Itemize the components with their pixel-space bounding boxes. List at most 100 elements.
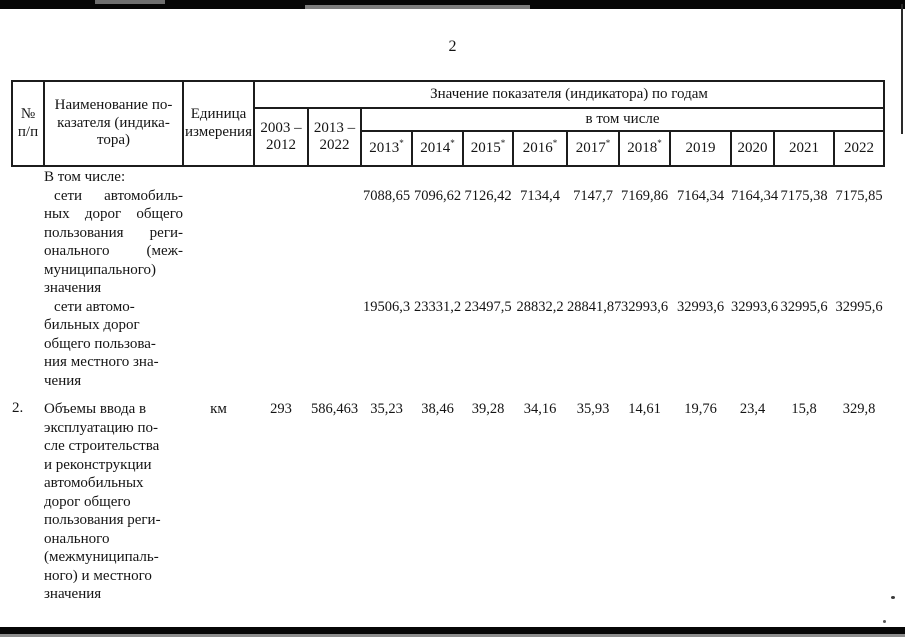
header-cell-year-2017: 2017* — [566, 130, 620, 167]
footnote-asterisk: * — [657, 137, 662, 148]
header-cell-year-2013: 2013* — [360, 130, 413, 167]
name-line: ного) и местного — [44, 567, 152, 584]
header-cell-number: № п/п — [11, 80, 45, 167]
header-cell-year-2021: 2021 — [773, 130, 835, 167]
header-line: Наименование по- — [54, 97, 173, 114]
year-label: 2017 — [575, 139, 606, 156]
empty-cell — [183, 187, 254, 298]
value-cell-2016: 28832,2 — [516, 298, 564, 315]
name-line: сле строительства — [44, 438, 160, 454]
header-line: измерения — [184, 123, 252, 140]
value-cell-2014: 23331,2 — [413, 298, 462, 315]
year-label: 2013 — [369, 139, 400, 156]
header-cell-including: в том числе — [359, 107, 886, 132]
row-number-cell: 2. — [12, 400, 24, 416]
value-cell-2015: 7126,42 — [464, 187, 512, 204]
including-label-cell: В том числе: — [44, 168, 183, 187]
header-line: п/п — [17, 123, 39, 140]
table-row-commissioning-volumes: 2. Объемы ввода в эксплуатацию по- сле с… — [12, 390, 884, 604]
header-cell-year-2018: 2018* — [618, 130, 671, 167]
year-label: 2019 — [685, 139, 716, 156]
name-line: онального (меж- — [44, 243, 183, 259]
year-label: 2014 — [420, 139, 451, 156]
page-number: 2 — [448, 38, 457, 55]
header-cell-unit: Единица измерения — [182, 80, 255, 167]
empty-cell — [12, 168, 44, 187]
value-cell-2019: 19,76 — [684, 401, 717, 417]
header-line: Единица — [190, 106, 247, 122]
row-name-cell: сети автомобиль- ных дорог общего пользо… — [44, 187, 183, 298]
name-line: сети автомобиль- — [54, 187, 183, 204]
scan-speck — [891, 596, 895, 599]
header-cell-year-2016: 2016* — [512, 130, 568, 167]
name-line: автомобильных — [44, 475, 144, 491]
value-cell-2020: 32993,6 — [731, 298, 779, 315]
value-cell-2017: 7147,7 — [573, 187, 613, 204]
including-label: В том числе: — [44, 169, 126, 185]
name-line: общего пользова- — [44, 335, 156, 352]
value-cell-2013: 7088,65 — [362, 187, 411, 204]
empty-cell — [308, 298, 361, 391]
header-cell-year-2022: 2022 — [832, 130, 886, 167]
year-label: 2022 — [844, 139, 874, 156]
value-cell-2021: 15,8 — [791, 401, 817, 417]
name-line: эксплуатацию по- — [44, 419, 159, 436]
value-cell-2019: 7164,34 — [676, 187, 725, 204]
name-line: и реконструкции — [44, 456, 152, 473]
header-cell-indicator-name: Наименование по- казателя (индика- тора) — [43, 80, 184, 167]
value-cell-2003-2012: 293 — [270, 401, 292, 417]
scan-top-edge-bar — [0, 0, 905, 9]
scan-speck — [883, 620, 886, 623]
scan-top-edge-patch — [95, 0, 165, 4]
value-cell-2018: 32993,6 — [620, 298, 669, 315]
indicators-table: № п/п Наименование по- казателя (индика-… — [11, 80, 886, 604]
empty-cell — [183, 168, 884, 187]
year-label: 2018 — [627, 139, 658, 156]
value-cell-2013: 19506,3 — [362, 298, 411, 315]
footnote-asterisk: * — [605, 137, 611, 148]
value-cell-2016: 7134,4 — [520, 187, 560, 204]
year-label: 2020 — [737, 139, 768, 156]
header-cell-year-2020: 2020 — [730, 130, 775, 167]
value-cell-2015: 39,28 — [471, 401, 505, 417]
value-cell-2015: 23497,5 — [464, 298, 512, 315]
value-cell-2022: 329,8 — [842, 401, 876, 417]
name-line: ных дорог общего — [44, 206, 183, 222]
name-line: муниципального) — [44, 261, 157, 278]
header-line: 2013 – — [313, 119, 356, 136]
header-line: № — [20, 106, 36, 122]
empty-cell — [308, 187, 361, 298]
header-cell-2003-2012: 2003 – 2012 — [253, 107, 309, 167]
scan-right-edge-line — [901, 4, 903, 134]
year-label: 2016 — [522, 139, 553, 156]
value-cell-2020: 23,4 — [739, 401, 766, 417]
name-line: ния местного зна- — [44, 354, 159, 370]
value-cell-2014: 38,46 — [421, 401, 454, 417]
header-line: 2012 — [266, 137, 296, 153]
value-cell-2016: 34,16 — [523, 401, 557, 417]
header-line: 2022 — [319, 137, 350, 153]
value-cell-2018: 7169,86 — [620, 187, 669, 204]
value-cell-2022: 32995,6 — [835, 298, 883, 315]
value-cell-2019: 32993,6 — [676, 298, 725, 315]
value-cell-2017: 28841,87 — [567, 298, 622, 315]
table-row-local-roads: сети автомо- бильных дорог общего пользо… — [12, 298, 884, 391]
value-cell-2014: 7096,62 — [413, 187, 462, 204]
empty-cell — [254, 187, 308, 298]
name-line: (межмуниципаль- — [44, 549, 159, 565]
scan-top-edge-patch — [305, 5, 530, 9]
header-line: тора) — [96, 132, 130, 149]
header-cell-year-2019: 2019 — [669, 130, 732, 167]
name-line: сети автомо- — [54, 298, 135, 315]
value-cell-2022: 7175,85 — [835, 187, 883, 204]
footnote-asterisk: * — [399, 137, 404, 148]
value-cell-2018: 14,61 — [628, 401, 661, 417]
scan-bottom-edge-bar — [0, 627, 905, 634]
value-cell-2017: 35,93 — [576, 401, 610, 417]
name-line: значения — [44, 280, 102, 296]
name-line: пользования реги- — [44, 224, 183, 241]
value-cell-2021: 32995,6 — [780, 298, 828, 315]
name-line: чения — [44, 372, 82, 389]
footnote-asterisk: * — [450, 137, 455, 148]
